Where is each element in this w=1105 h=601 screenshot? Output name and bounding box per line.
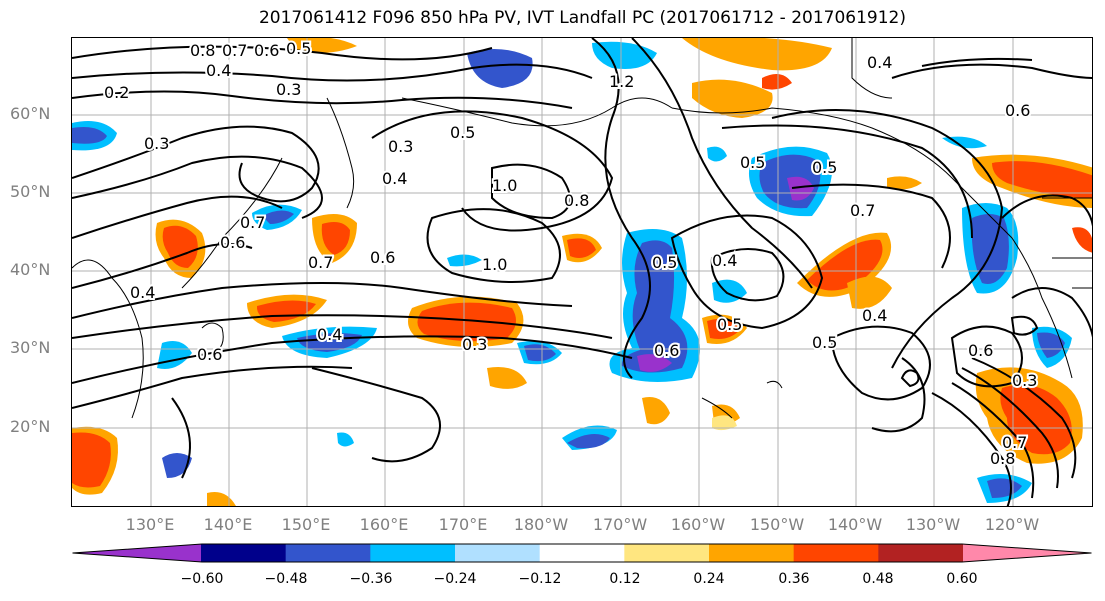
colorbar-segment (963, 544, 1092, 562)
map-panel: 0.8 0.7 0.6 0.5 0.4 0.3 0.2 0.3 1.2 0.4 … (71, 37, 1093, 507)
contour-label: 0.4 (382, 169, 407, 188)
contour-label: 0.5 (286, 39, 311, 58)
colorbar-segment (455, 544, 541, 562)
contour-label: 0.6 (968, 341, 993, 360)
contour-label: 0.8 (190, 41, 215, 60)
lon-label: 120°W (984, 515, 1040, 534)
contour-label: 0.7 (222, 41, 247, 60)
lon-label: 140°W (827, 515, 883, 534)
pv-anomaly-fills (72, 38, 1092, 506)
contour-label: 1.0 (492, 176, 517, 195)
contour-label: 0.5 (717, 315, 742, 334)
lon-label: 160°W (670, 515, 726, 534)
contour-label: 0.4 (867, 53, 892, 72)
contour-label: 0.7 (308, 253, 333, 272)
colorbar-segment (624, 544, 710, 562)
lat-label-60n: 60°N (10, 104, 51, 123)
colorbar-segment (793, 544, 879, 562)
contour-label: 0.8 (990, 449, 1015, 468)
contour-label: 0.3 (1012, 371, 1037, 390)
contour-label: 0.4 (317, 325, 342, 344)
contour-label: 0.5 (652, 253, 677, 272)
colorbar-segment (72, 544, 201, 562)
contour-label: 0.6 (370, 248, 395, 267)
contour-label: 1.0 (482, 255, 507, 274)
colorbar-tick: −0.60 (180, 571, 224, 587)
colorbar-tick: −0.36 (349, 571, 393, 587)
contour-label: 0.3 (144, 134, 169, 153)
colorbar-segment (539, 544, 625, 562)
contour-label: 0.7 (1002, 433, 1027, 452)
contour-label: 0.6 (254, 41, 279, 60)
contour-label: 0.4 (206, 61, 231, 80)
lat-label-40n: 40°N (10, 260, 51, 279)
colorbar-tick: 0.12 (609, 571, 641, 587)
contour-label: 0.6 (220, 233, 245, 252)
contour-label: 0.3 (276, 80, 301, 99)
colorbar-tick: 0.48 (862, 571, 894, 587)
contour-label: 0.4 (862, 306, 887, 325)
contour-label: 0.5 (450, 123, 475, 142)
contour-label: 1.2 (609, 72, 634, 91)
lon-label: 150°E (281, 515, 331, 534)
colorbar-segment (709, 544, 795, 562)
colorbar-segment (201, 544, 287, 562)
lat-label-20n: 20°N (10, 417, 51, 436)
contour-label: 0.3 (462, 335, 487, 354)
colorbar-tick: 0.60 (946, 571, 978, 587)
lat-label-50n: 50°N (10, 182, 51, 201)
lon-label: 140°E (203, 515, 253, 534)
colorbar (71, 543, 1093, 563)
map-title: 2017061412 F096 850 hPa PV, IVT Landfall… (258, 8, 906, 28)
contour-label-group: 0.8 0.7 0.6 0.5 0.4 0.3 0.2 0.3 1.2 0.4 … (102, 38, 1039, 470)
contour-label: 0.7 (240, 213, 265, 232)
pv-contours (72, 38, 1092, 506)
lon-label: 130°W (905, 515, 961, 534)
lon-label: 130°E (125, 515, 175, 534)
colorbar-tick: 0.24 (693, 571, 725, 587)
colorbar-tick: −0.24 (433, 571, 477, 587)
colorbar-segment (878, 544, 964, 562)
contour-label: 0.5 (812, 333, 837, 352)
contour-label: 0.6 (197, 345, 222, 364)
contour-label: 0.6 (1005, 101, 1030, 120)
contour-label: 0.2 (104, 83, 129, 102)
colorbar-tick: −0.48 (264, 571, 308, 587)
gridlines (72, 38, 1092, 506)
contour-label: 0.3 (388, 137, 413, 156)
lat-label-30n: 30°N (10, 338, 51, 357)
contour-label: 0.5 (740, 153, 765, 172)
lon-label: 170°E (438, 515, 488, 534)
contour-label: 0.4 (712, 251, 737, 270)
colorbar-tick: −0.12 (518, 571, 562, 587)
contour-label: 0.7 (850, 201, 875, 220)
contour-label: 0.5 (812, 158, 837, 177)
map-canvas: 0.8 0.7 0.6 0.5 0.4 0.3 0.2 0.3 1.2 0.4 … (72, 38, 1092, 506)
lon-label: 160°E (359, 515, 409, 534)
colorbar-svg (72, 543, 1092, 563)
contour-label: 0.6 (654, 341, 679, 360)
contour-label: 0.4 (130, 283, 155, 302)
lon-label: 180°W (513, 515, 569, 534)
lon-label: 170°W (592, 515, 648, 534)
contour-label: 0.8 (564, 191, 589, 210)
lon-label: 150°W (749, 515, 805, 534)
colorbar-segment (370, 544, 456, 562)
coastlines (72, 38, 1092, 419)
colorbar-segment (285, 544, 371, 562)
colorbar-tick: 0.36 (778, 571, 810, 587)
